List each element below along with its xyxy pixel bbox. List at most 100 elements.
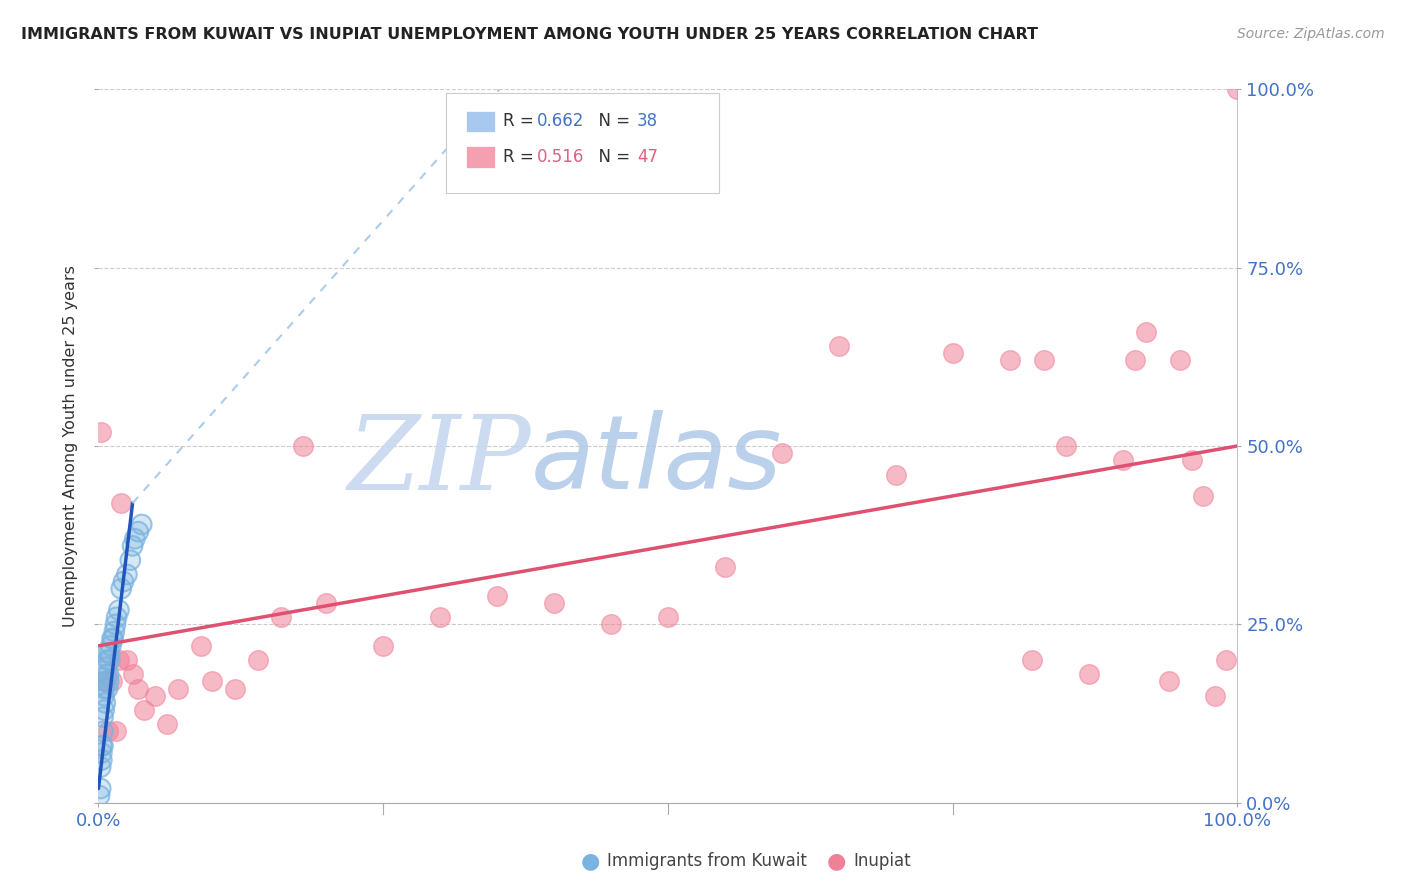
Text: Immigrants from Kuwait: Immigrants from Kuwait bbox=[607, 852, 807, 870]
Point bbox=[97, 667, 120, 681]
Point bbox=[97, 674, 120, 689]
Text: Source: ZipAtlas.com: Source: ZipAtlas.com bbox=[1237, 27, 1385, 41]
Point bbox=[91, 724, 114, 739]
Text: 47: 47 bbox=[637, 148, 658, 166]
Text: N =: N = bbox=[588, 112, 636, 130]
Point bbox=[104, 617, 127, 632]
Point bbox=[121, 539, 143, 553]
Point bbox=[1032, 353, 1054, 368]
Point bbox=[115, 653, 138, 667]
Point bbox=[156, 717, 179, 731]
Point bbox=[657, 610, 679, 624]
Point bbox=[93, 689, 115, 703]
Point bbox=[145, 689, 167, 703]
Point bbox=[124, 532, 146, 546]
Point bbox=[224, 681, 246, 696]
Point bbox=[1192, 489, 1215, 503]
Y-axis label: Unemployment Among Youth under 25 years: Unemployment Among Youth under 25 years bbox=[63, 265, 79, 627]
Point bbox=[90, 746, 112, 760]
Point bbox=[127, 524, 149, 539]
FancyBboxPatch shape bbox=[467, 111, 495, 132]
Text: 0.516: 0.516 bbox=[537, 148, 585, 166]
Point bbox=[110, 582, 132, 596]
Point bbox=[96, 646, 118, 660]
Point bbox=[97, 667, 120, 681]
Text: ●: ● bbox=[827, 851, 846, 871]
Text: 0.662: 0.662 bbox=[537, 112, 585, 130]
Point bbox=[96, 653, 118, 667]
Point bbox=[120, 553, 142, 567]
Point bbox=[93, 703, 115, 717]
Point bbox=[131, 517, 153, 532]
Point bbox=[543, 596, 565, 610]
Point bbox=[98, 653, 121, 667]
Point bbox=[90, 781, 112, 796]
Point bbox=[115, 567, 138, 582]
Point bbox=[201, 674, 224, 689]
Point bbox=[105, 610, 128, 624]
Point bbox=[90, 746, 112, 760]
Point bbox=[1215, 653, 1237, 667]
Point bbox=[90, 739, 112, 753]
Point bbox=[1021, 653, 1043, 667]
Point bbox=[292, 439, 315, 453]
Point bbox=[91, 724, 114, 739]
Point bbox=[90, 781, 112, 796]
Point bbox=[1157, 674, 1180, 689]
Point bbox=[94, 696, 117, 710]
Point bbox=[1112, 453, 1135, 467]
Point bbox=[91, 710, 114, 724]
Point bbox=[121, 539, 143, 553]
Point bbox=[315, 596, 337, 610]
Point bbox=[96, 667, 118, 681]
Point bbox=[90, 760, 112, 774]
Point bbox=[770, 446, 793, 460]
Point bbox=[98, 646, 121, 660]
Point bbox=[104, 724, 127, 739]
Point bbox=[121, 667, 143, 681]
Point bbox=[103, 624, 125, 639]
Point bbox=[93, 681, 115, 696]
Point bbox=[96, 667, 118, 681]
Point bbox=[103, 632, 125, 646]
Point bbox=[371, 639, 394, 653]
Point bbox=[828, 339, 851, 353]
Point bbox=[96, 724, 118, 739]
Point bbox=[1226, 82, 1249, 96]
Point bbox=[998, 353, 1021, 368]
Point bbox=[91, 739, 114, 753]
Point bbox=[108, 603, 131, 617]
Point bbox=[1135, 325, 1157, 339]
Point bbox=[429, 610, 451, 624]
Point bbox=[94, 696, 117, 710]
Point bbox=[110, 496, 132, 510]
Point bbox=[486, 589, 509, 603]
Text: N =: N = bbox=[588, 148, 636, 166]
Text: 38: 38 bbox=[637, 112, 658, 130]
Point bbox=[100, 639, 122, 653]
Point bbox=[270, 610, 292, 624]
Text: R =: R = bbox=[503, 148, 538, 166]
Text: ZIP: ZIP bbox=[347, 409, 531, 511]
Point bbox=[600, 617, 623, 632]
Point bbox=[1170, 353, 1192, 368]
Point bbox=[127, 681, 149, 696]
Point bbox=[96, 681, 118, 696]
Point bbox=[96, 653, 118, 667]
Point bbox=[942, 346, 965, 360]
Point bbox=[100, 639, 122, 653]
Point bbox=[98, 646, 121, 660]
Text: Inupiat: Inupiat bbox=[853, 852, 911, 870]
Point bbox=[93, 681, 115, 696]
Point bbox=[103, 632, 125, 646]
Point bbox=[1204, 689, 1226, 703]
Point bbox=[101, 674, 124, 689]
Point bbox=[103, 624, 125, 639]
Point bbox=[1078, 667, 1101, 681]
Point bbox=[97, 674, 120, 689]
Text: IMMIGRANTS FROM KUWAIT VS INUPIAT UNEMPLOYMENT AMONG YOUTH UNDER 25 YEARS CORREL: IMMIGRANTS FROM KUWAIT VS INUPIAT UNEMPL… bbox=[21, 27, 1038, 42]
Point bbox=[1054, 439, 1078, 453]
Point bbox=[127, 524, 149, 539]
Point bbox=[91, 739, 114, 753]
Point bbox=[246, 653, 269, 667]
